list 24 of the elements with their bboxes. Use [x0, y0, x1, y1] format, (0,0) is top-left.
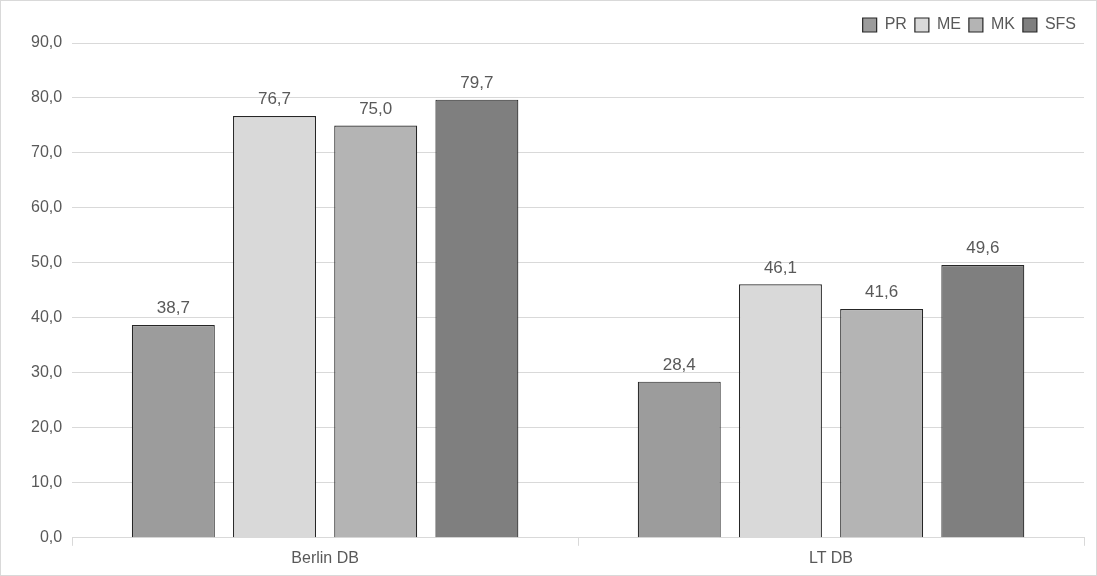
x-tick-label: Berlin DB	[291, 548, 359, 566]
data-label: 28,4	[662, 354, 696, 374]
y-tick-label: 90,0	[31, 33, 63, 51]
data-label: 49,6	[966, 238, 1000, 258]
y-tick-label: 10,0	[31, 473, 63, 491]
data-label: 46,1	[763, 257, 797, 277]
y-tick-label: 40,0	[31, 308, 63, 326]
legend-label: MK	[990, 15, 1016, 33]
data-label: 41,6	[865, 282, 899, 302]
y-tick-label: 80,0	[31, 88, 63, 106]
legend-label: ME	[936, 15, 961, 33]
data-label: 75,0	[359, 98, 393, 118]
y-tick-label: 60,0	[31, 198, 63, 216]
data-label: 79,7	[460, 72, 494, 92]
legend-label: PR	[884, 15, 907, 33]
y-tick-label: 50,0	[31, 253, 63, 271]
y-tick-label: 70,0	[31, 143, 63, 161]
y-tick-label: 30,0	[31, 363, 63, 381]
y-tick-label: 0,0	[39, 528, 63, 546]
legend-label: SFS	[1044, 15, 1077, 33]
data-label: 38,7	[156, 298, 190, 318]
data-label: 76,7	[257, 89, 292, 109]
x-tick-label: LT DB	[809, 548, 853, 566]
y-tick-label: 20,0	[31, 418, 63, 436]
